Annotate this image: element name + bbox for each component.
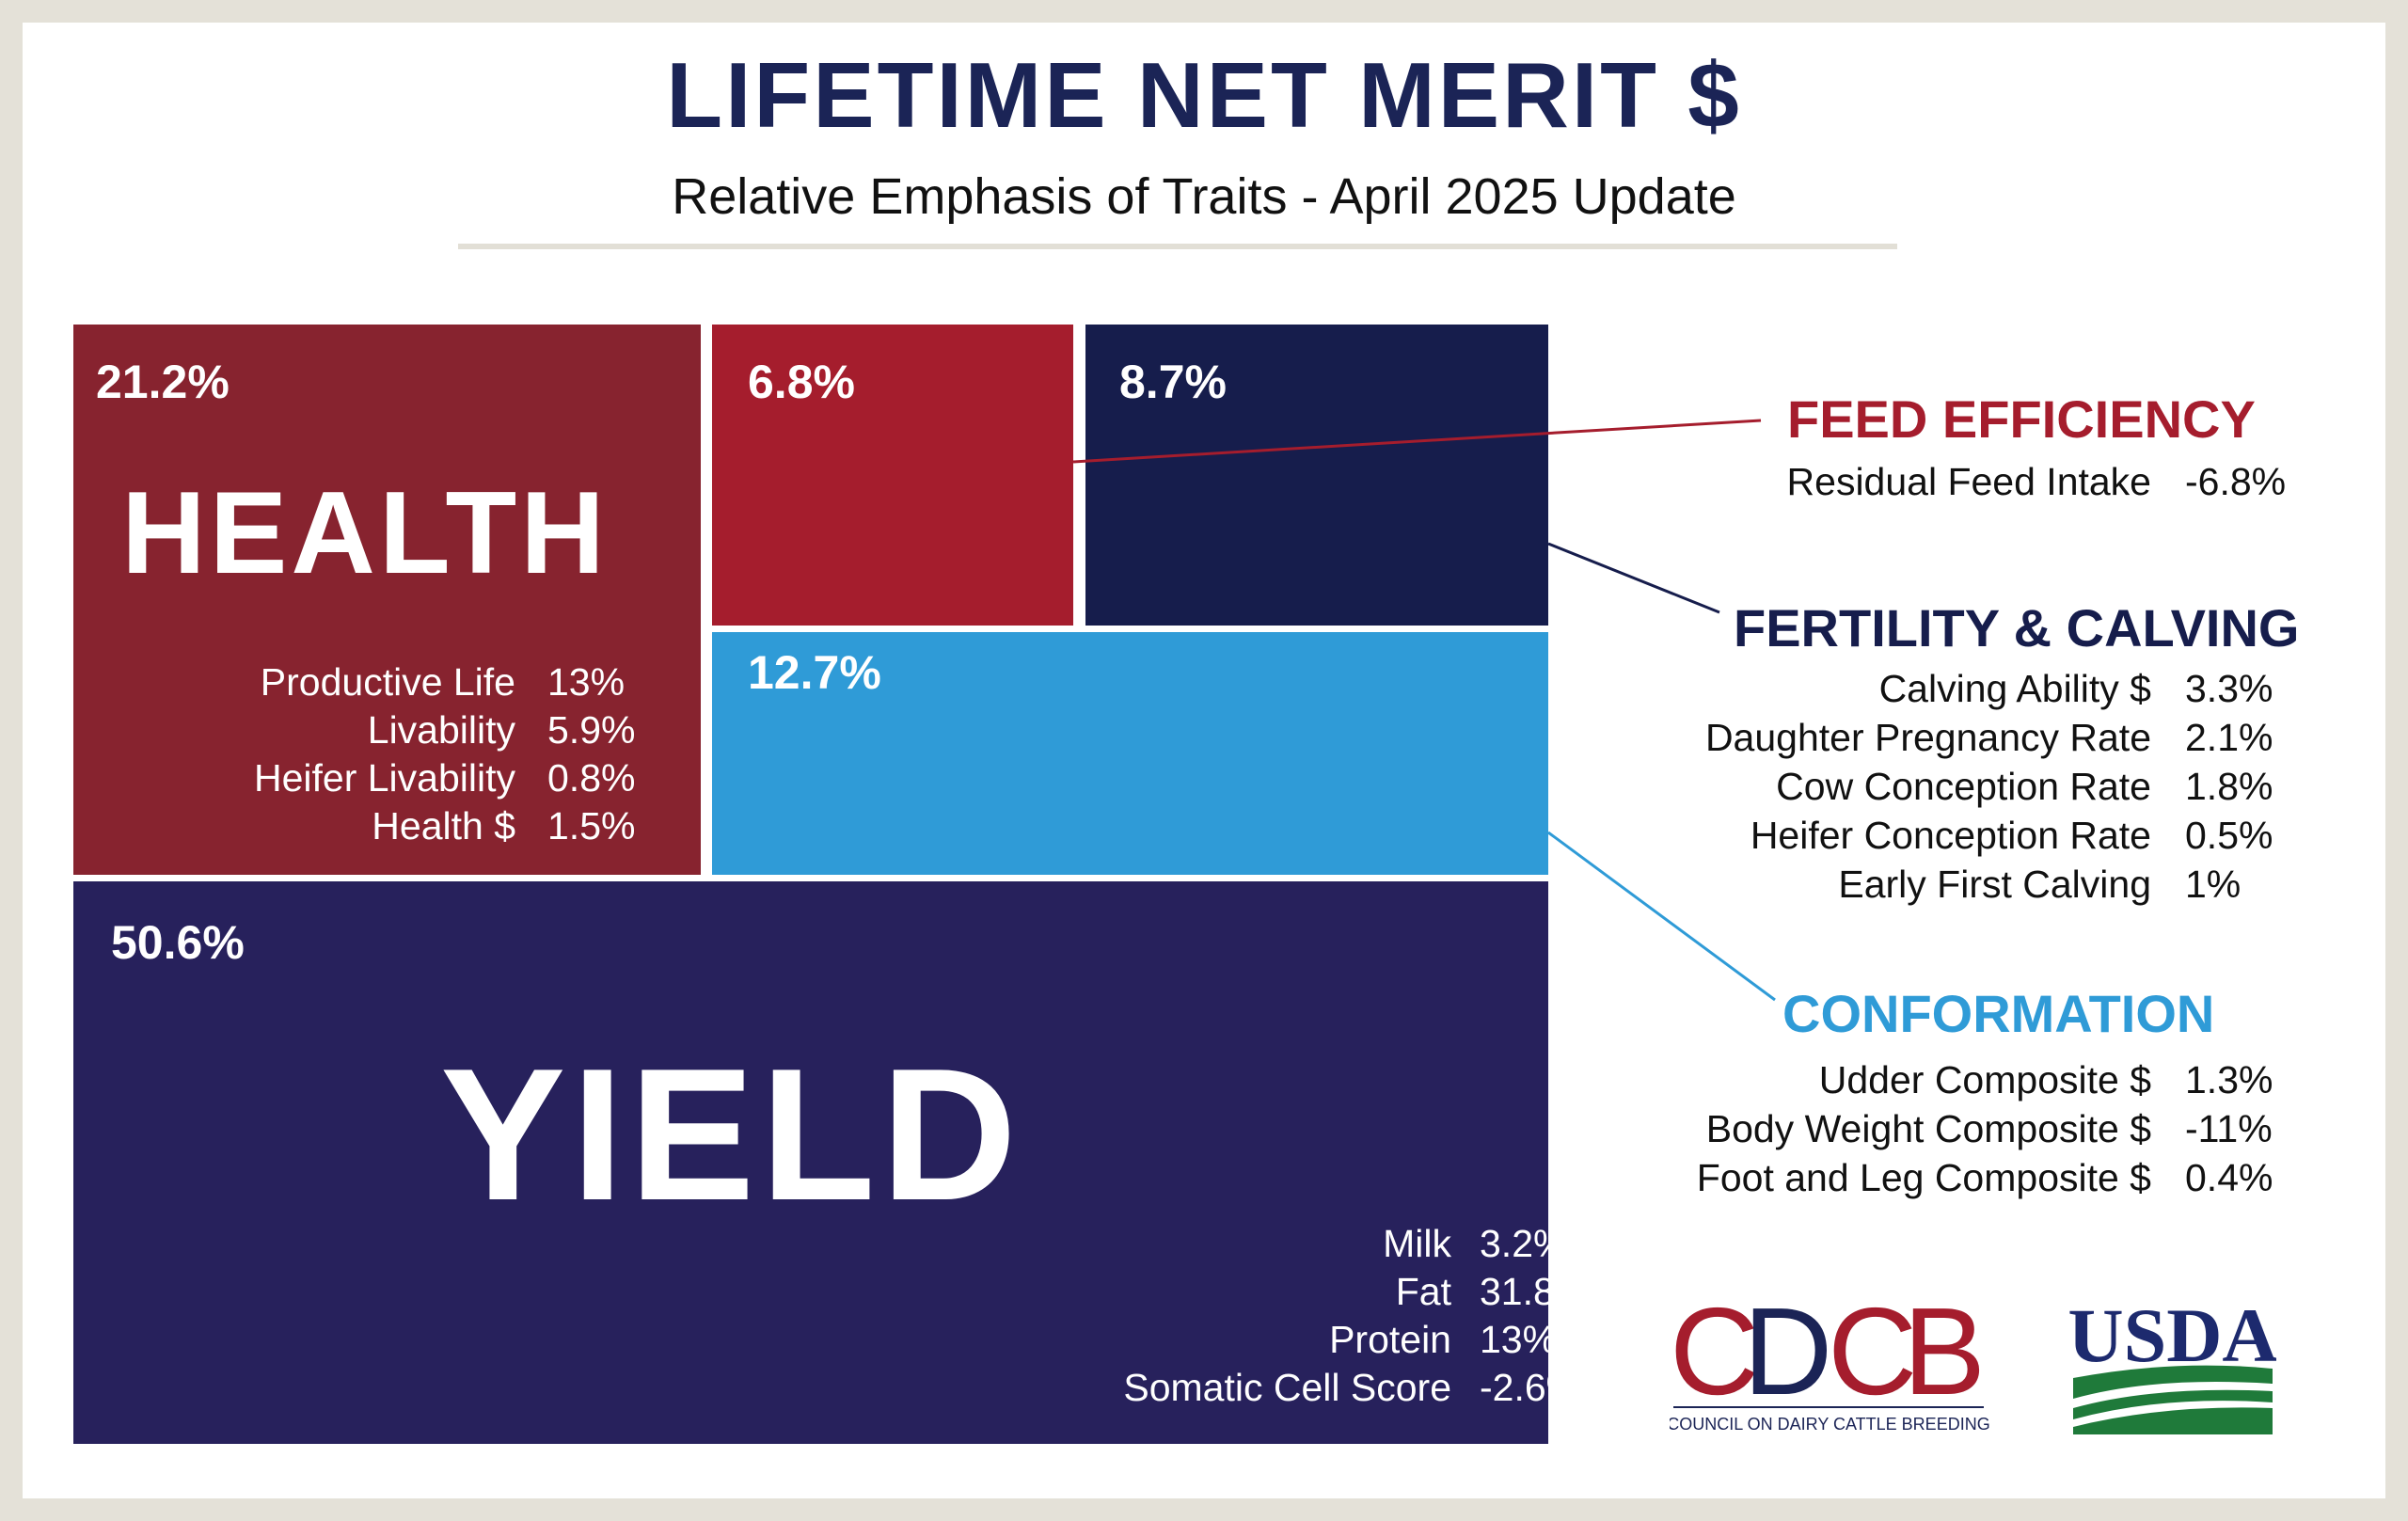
fertility-trait: Early First Calving 1% [1656, 860, 2307, 909]
usda-logo: USDA [2069, 1293, 2276, 1434]
fertility-trait-value: 0.5% [2185, 814, 2273, 857]
yield-tile: 50.6% YIELD Milk 3.2% Fat 31.8% Protein 13% So… [73, 881, 1589, 1444]
yield-trait-value: 31.8% [1480, 1270, 1590, 1313]
svg-text:B: B [1903, 1289, 1980, 1420]
fertility-trait-label: Early First Calving [1838, 863, 2151, 906]
yield-trait-label: Milk [1383, 1222, 1451, 1265]
fertility-trait-label: Cow Conception Rate [1776, 765, 2151, 808]
fertility-trait-label: Calving Ability $ [1878, 667, 2151, 710]
yield-trait-value: -2.6% [1480, 1366, 1581, 1409]
fertility-trait-value: 1.8% [2185, 765, 2273, 808]
conformation-trait-value: 1.3% [2185, 1058, 2273, 1101]
conformation-tile: 12.7% [712, 632, 1548, 875]
fertility-trait: Heifer Conception Rate 0.5% [1656, 811, 2307, 860]
yield-trait: Milk 3.2% [1023, 1220, 1602, 1268]
fertility-trait: Calving Ability $ 3.3% [1656, 664, 2307, 713]
fertility-trait-value: 1% [2185, 863, 2242, 906]
fertility-percent: 8.7% [1119, 356, 1227, 408]
svg-text:COUNCIL ON DAIRY CATTLE BREEDI: COUNCIL ON DAIRY CATTLE BREEDING [1670, 1415, 1989, 1434]
health-trait: Heifer Livability 0.8% [177, 754, 660, 802]
conformation-trait: Body Weight Composite $ -11% [1656, 1104, 2307, 1153]
svg-text:D: D [1743, 1289, 1828, 1420]
conformation-leader [1547, 831, 1776, 1002]
fertility-trait: Cow Conception Rate 1.8% [1656, 762, 2307, 811]
page-title: LIFETIME NET MERIT $ [666, 43, 1742, 147]
health-percent: 21.2% [96, 356, 230, 408]
cdcb-logo: C D C B COUNCIL ON DAIRY CATTLE BREEDING [1670, 1289, 1989, 1434]
feed-efficiency-leader [1072, 419, 1762, 464]
feed-efficiency-trait-list: Residual Feed Intake -6.8% [1750, 457, 2307, 506]
health-trait-label: Health $ [372, 804, 515, 848]
yield-trait: Fat 31.8% [1023, 1268, 1602, 1316]
conformation-trait-label: Foot and Leg Composite $ [1696, 1156, 2151, 1199]
yield-trait: Somatic Cell Score -2.6% [1023, 1364, 1602, 1412]
feed-efficiency-trait-label: Residual Feed Intake [1786, 460, 2151, 503]
yield-trait: Protein 13% [1023, 1316, 1602, 1364]
fertility-heading: FERTILITY & CALVING [1734, 598, 2300, 658]
health-trait: Livability 5.9% [177, 706, 660, 754]
yield-trait-label: Fat [1395, 1270, 1451, 1313]
conformation-trait-label: Body Weight Composite $ [1705, 1107, 2151, 1150]
conformation-percent: 12.7% [748, 646, 881, 699]
health-trait-value: 5.9% [547, 708, 636, 752]
health-trait-list: Productive Life 13% Livability 5.9% Heifer L… [177, 658, 660, 850]
conformation-trait-label: Udder Composite $ [1818, 1058, 2151, 1101]
page-subtitle: Relative Emphasis of Traits - April 2025… [672, 168, 1736, 225]
health-trait-value: 1.5% [547, 804, 636, 848]
feed-efficiency-tile: 6.8% [712, 325, 1073, 626]
svg-text:C: C [1670, 1289, 1755, 1420]
fertility-trait-value: 2.1% [2185, 716, 2273, 759]
health-trait-value: 0.8% [547, 756, 636, 800]
conformation-trait: Udder Composite $ 1.3% [1656, 1055, 2307, 1104]
fertility-trait: Daughter Pregnancy Rate 2.1% [1656, 713, 2307, 762]
conformation-heading: CONFORMATION [1782, 984, 2215, 1043]
health-tile: 21.2% HEALTH Productive Life 13% Livabilit… [73, 325, 701, 875]
conformation-trait: Foot and Leg Composite $ 0.4% [1656, 1153, 2307, 1202]
fertility-trait-list: Calving Ability $3.3% Daughter Pregnancy … [1656, 664, 2307, 909]
fertility-leader [1547, 542, 1720, 614]
conformation-trait-list: Udder Composite $1.3% Body Weight Composi… [1656, 1055, 2307, 1202]
yield-trait-list: Milk 3.2% Fat 31.8% Protein 13% Somatic Cell S… [1023, 1220, 1602, 1412]
fertility-trait-label: Daughter Pregnancy Rate [1704, 716, 2151, 759]
health-trait-label: Productive Life [260, 660, 515, 704]
fertility-trait-label: Heifer Conception Rate [1750, 814, 2151, 857]
yield-trait-value: 3.2% [1480, 1222, 1568, 1265]
health-trait-value: 13% [547, 660, 626, 704]
conformation-trait-value: -11% [2185, 1107, 2273, 1150]
feed-efficiency-trait-value: -6.8% [2185, 460, 2287, 503]
yield-percent: 50.6% [111, 916, 245, 969]
health-trait-label: Heifer Livability [254, 756, 515, 800]
fertility-tile: 8.7% [1085, 325, 1548, 626]
health-label: HEALTH [121, 468, 609, 598]
yield-trait-label: Somatic Cell Score [1123, 1366, 1451, 1409]
feed-efficiency-trait: Residual Feed Intake -6.8% [1750, 457, 2307, 506]
feed-efficiency-heading: FEED EFFICIENCY [1787, 389, 2256, 449]
yield-trait-label: Protein [1329, 1318, 1451, 1361]
title-divider [458, 244, 1897, 249]
conformation-trait-value: 0.4% [2185, 1156, 2273, 1199]
health-trait: Health $ 1.5% [177, 802, 660, 850]
health-trait-label: Livability [367, 708, 515, 752]
feed-efficiency-percent: 6.8% [748, 356, 855, 408]
health-trait: Productive Life 13% [177, 658, 660, 706]
fertility-trait-value: 3.3% [2185, 667, 2273, 710]
svg-text:USDA: USDA [2069, 1293, 2276, 1378]
yield-trait-value: 13% [1480, 1318, 1558, 1361]
yield-label: YIELD [440, 1030, 1022, 1240]
svg-text:C: C [1828, 1289, 1913, 1420]
